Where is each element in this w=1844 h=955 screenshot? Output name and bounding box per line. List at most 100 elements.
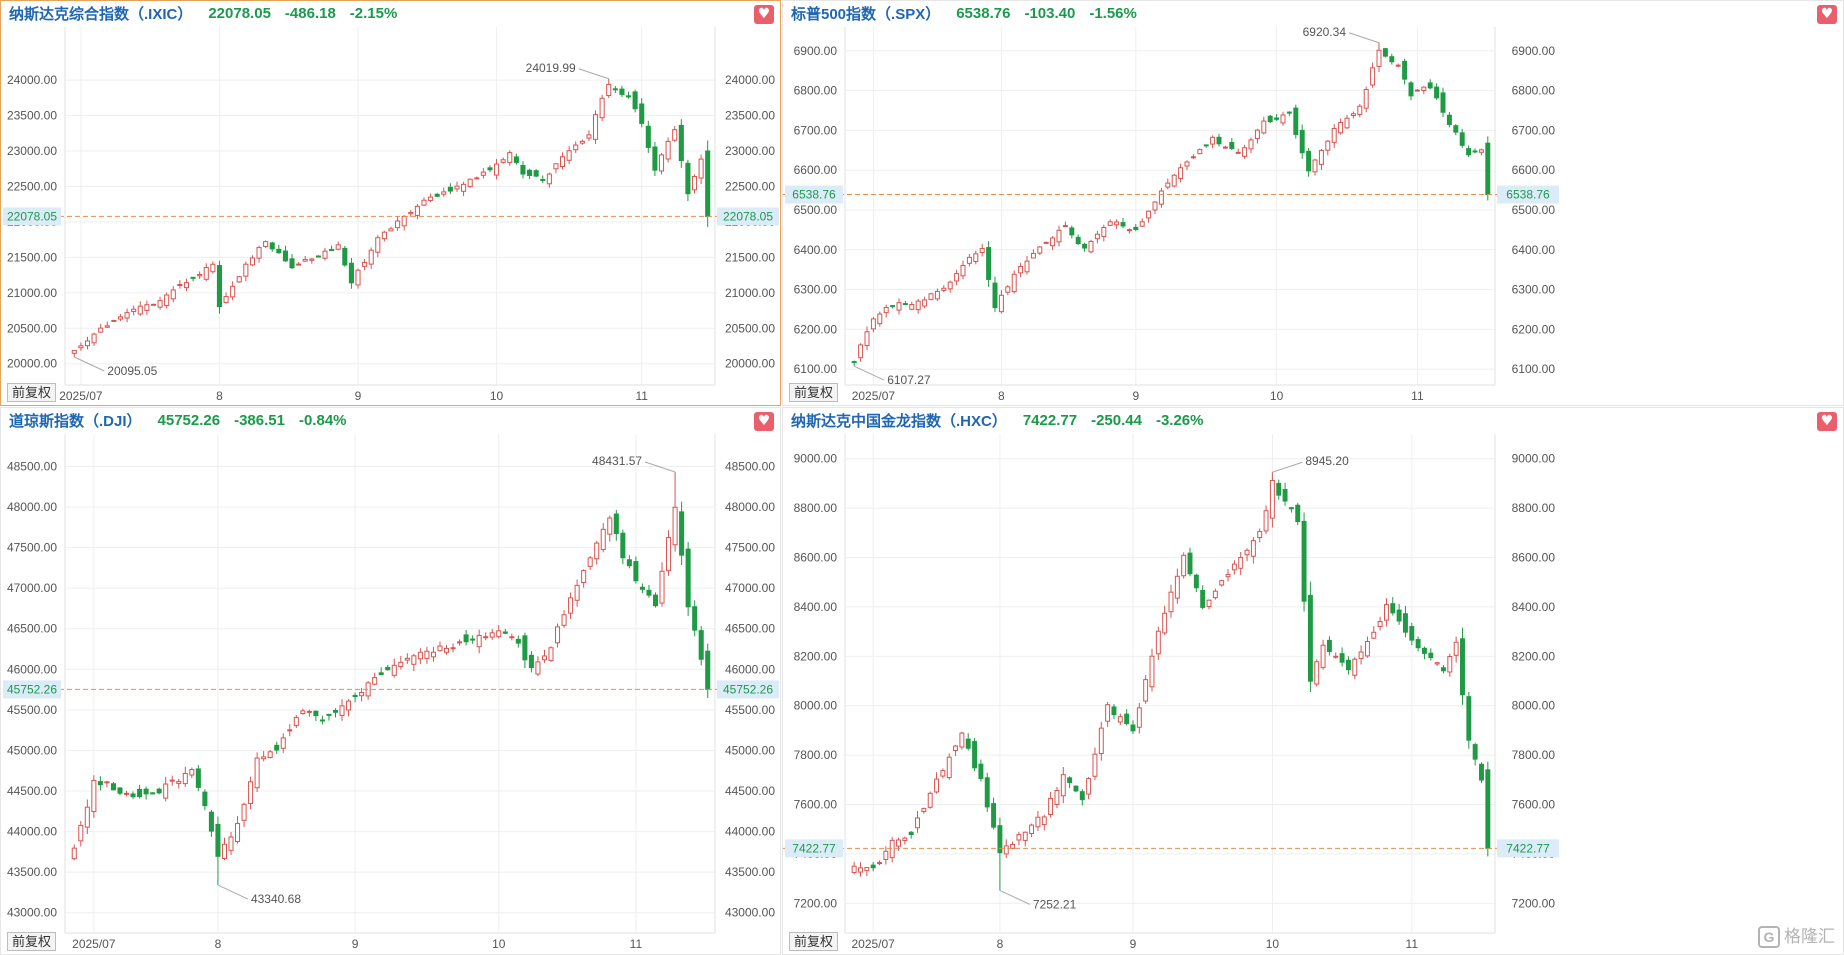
candle — [1295, 502, 1301, 526]
candle — [870, 861, 876, 872]
chart-panel-ixic[interactable]: 20000.00 20000.00 20500.00 20500.00 21000.00… — [0, 0, 781, 406]
candle — [137, 301, 143, 317]
candle-body-down — [463, 634, 469, 643]
candle-body-up — [1011, 273, 1017, 293]
candle-body-up — [1344, 117, 1350, 129]
y-tick-label: 6300.00 — [794, 283, 838, 297]
candle-body-up — [592, 114, 599, 140]
candlestick-chart-ixic[interactable]: 20000.00 20000.00 20500.00 20500.00 21000.00… — [1, 1, 781, 406]
candle — [474, 176, 480, 180]
candle-body-up — [144, 304, 150, 311]
heart-icon[interactable]: ♥ — [754, 412, 774, 431]
chart-panel-dji[interactable]: 43000.00 43000.00 43500.00 43500.00 44000.00… — [0, 407, 781, 955]
adjustment-button[interactable]: 前复权 — [789, 383, 839, 402]
candle-body-up — [1060, 774, 1066, 797]
candle — [1105, 701, 1111, 727]
candle — [915, 298, 921, 314]
heart-icon[interactable]: ♥ — [1817, 5, 1837, 24]
candle-body-down — [678, 124, 684, 162]
candle — [1229, 137, 1235, 151]
candle-body-up — [339, 705, 345, 716]
candle — [248, 776, 254, 810]
candle — [1024, 255, 1030, 275]
candle-body-down — [487, 167, 493, 171]
candle — [1396, 603, 1402, 625]
candle — [698, 154, 704, 185]
y-tick-label: 23500.00 — [7, 109, 57, 123]
candle-body-up — [131, 308, 137, 313]
candle-body-down — [208, 811, 214, 832]
candle-body-down — [1276, 482, 1282, 496]
candle — [1314, 659, 1320, 687]
candle-body-up — [346, 700, 352, 711]
chart-header: 标普500指数（.SPX） 6538.76 -103.40 -1.56% — [783, 1, 1843, 25]
candle-body-down — [1434, 86, 1440, 99]
candle-body-up — [1155, 630, 1161, 655]
high-annotation-leader — [1348, 32, 1380, 44]
candle-body-up — [176, 781, 182, 784]
candle-body-up — [858, 344, 864, 359]
candle-body-down — [1082, 243, 1088, 249]
candle-body-down — [698, 630, 704, 660]
candle-body-down — [215, 823, 221, 857]
candlestick-chart-hxc[interactable]: 7200.007200.007400.007400.007600.007600.… — [783, 408, 1844, 955]
chart-panel-spx[interactable]: 6100.00 6100.00 6200.00 6200.00 6300.00 6300.… — [782, 0, 1844, 406]
chart-panel-hxc[interactable]: 7200.007200.007400.007400.007600.007600.… — [782, 407, 1844, 955]
candle-body-up — [235, 823, 241, 843]
candle-body-up — [1210, 136, 1216, 145]
candle — [858, 343, 864, 362]
candle — [626, 555, 632, 569]
candle-body-up — [535, 661, 541, 675]
low-annotation-leader — [853, 365, 885, 381]
last-price-tag-left-bg — [785, 839, 843, 858]
y-tick-label-right: 44500.00 — [725, 784, 775, 798]
candle-body-down — [646, 589, 652, 596]
candle-body-up — [1244, 549, 1250, 556]
candlestick-chart-spx[interactable]: 6100.00 6100.00 6200.00 6200.00 6300.00 6300.… — [783, 1, 1844, 406]
candle — [1422, 646, 1427, 660]
candle-body-down — [652, 146, 658, 171]
heart-icon[interactable]: ♥ — [1817, 412, 1837, 431]
candle — [1079, 789, 1085, 806]
candle-body-up — [555, 626, 561, 644]
candle-body-up — [1003, 845, 1009, 855]
adjustment-button[interactable]: 前复权 — [7, 932, 57, 951]
candle — [705, 140, 711, 228]
last-price: 22078.05 — [208, 4, 271, 22]
heart-icon[interactable]: ♥ — [754, 5, 774, 24]
candle-body-up — [1212, 590, 1218, 599]
candle-body-up — [960, 264, 966, 277]
candle-body-up — [421, 199, 427, 206]
candle — [659, 562, 665, 607]
adjustment-button[interactable]: 前复权 — [789, 932, 839, 951]
gelonghui-logo: G — [1758, 926, 1780, 948]
adjustment-button[interactable]: 前复权 — [7, 383, 57, 402]
candle-body-up — [1363, 88, 1369, 109]
candle — [230, 281, 236, 301]
candle-body-up — [1168, 591, 1174, 613]
y-tick-label: 45000.00 — [7, 743, 57, 757]
candle-body-up — [1165, 182, 1171, 188]
candle — [150, 303, 157, 306]
last-price-tag-left: 7422.77 — [792, 841, 836, 855]
candle — [586, 130, 592, 142]
candle-body-up — [1190, 156, 1196, 159]
y-tick-label-right: 44000.00 — [725, 825, 775, 839]
candle-body-up — [1158, 190, 1164, 205]
candle — [1269, 472, 1275, 528]
candle — [619, 85, 625, 98]
candle-body-up — [1395, 64, 1401, 67]
candle — [1402, 605, 1408, 638]
candles — [71, 78, 711, 357]
chart-header: 纳斯达克综合指数（.IXIC） 22078.05 -486.18 -2.15% — [1, 1, 780, 25]
candle-body-up — [424, 650, 430, 659]
candlestick-chart-dji[interactable]: 43000.00 43000.00 43500.00 43500.00 44000.00… — [1, 408, 781, 955]
candle-body-up — [98, 327, 104, 333]
candle — [679, 501, 685, 565]
candle-body-up — [1261, 120, 1267, 134]
candle-body-up — [437, 645, 443, 652]
candle — [1133, 224, 1139, 232]
candle-body-up — [494, 163, 500, 176]
candle — [391, 658, 397, 678]
candle — [202, 789, 208, 811]
